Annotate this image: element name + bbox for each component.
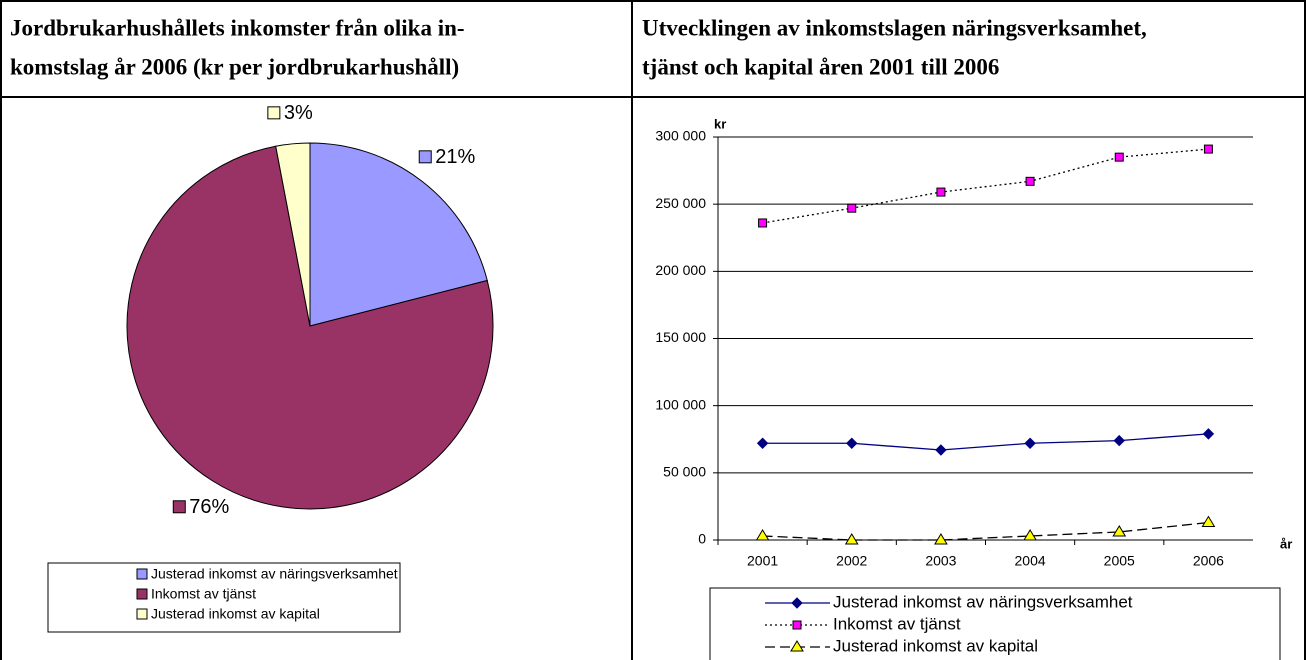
series-line: [762, 521, 1209, 541]
pie-slice: [309, 142, 488, 327]
legend-label: Justerad inkomst av näringsverksamhet: [151, 566, 398, 582]
marker: [1023, 528, 1037, 541]
marker: [934, 533, 948, 545]
pie-slice: [275, 142, 311, 327]
marker: [792, 620, 802, 630]
legend-label: Inkomst av tjänst: [833, 614, 961, 633]
series-line: [762, 148, 1209, 224]
legend-label: Inkomst av tjänst: [151, 586, 256, 602]
pie-title: Jordbrukarhushållets inkomster från olik…: [10, 15, 465, 40]
pie-slice: [126, 145, 494, 510]
series-line: [762, 433, 1209, 451]
line-title: tjänst och kapital åren 2001 till 2006: [642, 54, 999, 79]
x-tick-label: 2006: [1193, 553, 1224, 569]
marker: [758, 218, 768, 228]
marker: [935, 444, 947, 456]
x-tick-label: 2003: [925, 553, 956, 569]
label-swatch: [172, 500, 186, 514]
marker: [846, 437, 858, 449]
y-tick-label: 150 000: [655, 329, 706, 345]
line-title: Utvecklingen av inkomstslagen näringsver…: [642, 15, 1147, 40]
marker: [1114, 152, 1124, 162]
marker: [791, 597, 803, 609]
x-tick-label: 2005: [1104, 553, 1135, 569]
marker: [847, 203, 857, 213]
y-tick-label: 0: [698, 531, 706, 547]
marker: [1113, 434, 1125, 447]
x-tick-label: 2004: [1015, 553, 1046, 569]
marker: [1024, 437, 1036, 449]
x-axis-label: år: [1280, 536, 1292, 551]
legend-label: Justerad inkomst av näringsverksamhet: [833, 592, 1133, 611]
label-swatch: [267, 106, 281, 120]
marker: [1025, 176, 1035, 186]
y-tick-label: 200 000: [655, 262, 706, 278]
marker: [936, 187, 946, 197]
legend-label: Justerad inkomst av kapital: [151, 606, 320, 622]
slice-label: 3%: [284, 102, 313, 124]
marker: [1202, 428, 1215, 440]
slice-label: 76%: [189, 496, 229, 518]
legend-swatch: [136, 568, 148, 580]
legend-swatch: [136, 608, 148, 620]
pie-legend-box: [47, 562, 401, 633]
slice-label: 21%: [435, 146, 475, 168]
marker: [1112, 524, 1127, 537]
y-axis-label: kr: [714, 116, 726, 131]
marker: [844, 533, 859, 545]
legend-swatch: [136, 588, 148, 600]
marker: [1203, 144, 1213, 154]
x-tick-label: 2001: [747, 553, 778, 569]
pie-title: komstslag år 2006 (kr per jordbrukarhush…: [10, 54, 459, 79]
y-tick-label: 100 000: [655, 396, 706, 412]
y-tick-label: 50 000: [663, 464, 706, 480]
label-swatch: [418, 150, 432, 164]
marker: [1201, 515, 1216, 528]
y-tick-label: 250 000: [655, 195, 706, 211]
marker: [790, 640, 804, 652]
legend-label: Justerad inkomst av kapital: [833, 636, 1038, 655]
y-tick-label: 300 000: [655, 128, 706, 144]
line-legend-box: [709, 587, 1281, 660]
x-tick-label: 2002: [836, 553, 867, 569]
marker: [756, 437, 769, 449]
marker: [755, 528, 770, 541]
